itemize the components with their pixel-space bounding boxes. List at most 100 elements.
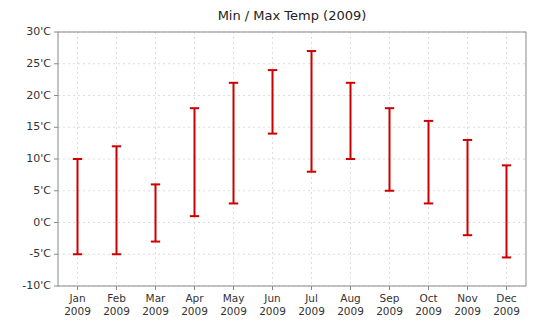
range-line [77, 159, 79, 254]
x-grid-line [389, 32, 390, 286]
chart-container: -10'C-5'C0'C5'C10'C15'C20'C25'C30'CJan20… [0, 0, 540, 330]
x-tick-label-line: 2009 [454, 305, 481, 317]
x-tick-label-line: 2009 [493, 305, 520, 317]
x-tick-label-line: May [223, 292, 245, 304]
grid [58, 32, 526, 286]
x-tick-label-line: 2009 [181, 305, 208, 317]
chart-svg: -10'C-5'C0'C5'C10'C15'C20'C25'C30'CJan20… [0, 0, 540, 330]
max-cap [190, 107, 199, 109]
min-cap [385, 190, 394, 192]
x-tick-label: Dec2009 [493, 292, 520, 317]
x-grid-line [506, 32, 507, 286]
x-tick-label: Aug2009 [337, 292, 364, 317]
x-tick-label-line: Feb [107, 292, 126, 304]
x-tick-label: Jan2009 [64, 292, 91, 317]
x-tick-label-line: 2009 [415, 305, 442, 317]
max-cap [112, 145, 121, 147]
min-cap [112, 253, 121, 255]
range-line [428, 121, 430, 204]
max-cap [151, 183, 160, 185]
x-tick-label-line: Jul [304, 292, 318, 304]
max-cap [73, 158, 82, 160]
x-tick-label-line: Jun [263, 292, 280, 304]
y-tick [54, 95, 58, 96]
range-line [389, 108, 391, 191]
x-tick-label: Apr2009 [181, 292, 208, 317]
x-tick-label-line: Apr [185, 292, 204, 304]
x-tick [194, 286, 195, 290]
x-tick-label: May2009 [220, 292, 247, 317]
x-tick-label-line: Oct [419, 292, 437, 304]
x-grid-line [428, 32, 429, 286]
x-tick [389, 286, 390, 290]
max-cap [229, 82, 238, 84]
max-cap [385, 107, 394, 109]
y-tick [54, 190, 58, 191]
x-tick-label-line: 2009 [142, 305, 169, 317]
x-tick-label: Sep2009 [376, 292, 403, 317]
max-cap [268, 69, 277, 71]
y-tick [54, 286, 58, 287]
max-cap [502, 164, 511, 166]
y-tick-label: -5'C [29, 247, 51, 260]
x-tick [233, 286, 234, 290]
min-cap [346, 158, 355, 160]
x-tick [467, 286, 468, 290]
min-cap [73, 253, 82, 255]
x-tick [350, 286, 351, 290]
y-grid-line [58, 63, 526, 64]
min-cap [151, 241, 160, 243]
y-tick-label: 10'C [26, 152, 51, 165]
x-tick-label-line: Nov [457, 292, 478, 304]
range-line [194, 108, 196, 216]
y-tick-label: 15'C [26, 120, 51, 133]
range-line [272, 70, 274, 134]
x-tick [311, 286, 312, 290]
y-grid-line [58, 95, 526, 96]
y-tick-label: 20'C [26, 89, 51, 102]
x-tick [116, 286, 117, 290]
y-tick [54, 127, 58, 128]
x-tick-label-line: Sep [380, 292, 400, 304]
range-line [506, 165, 508, 257]
x-tick-label-line: 2009 [376, 305, 403, 317]
x-tick-label-line: Aug [340, 292, 361, 304]
y-tick-label: -10'C [22, 279, 51, 292]
range-line [311, 51, 313, 172]
x-tick-label-line: 2009 [220, 305, 247, 317]
max-cap [307, 50, 316, 52]
x-tick-label-line: 2009 [298, 305, 325, 317]
plot-frame [58, 32, 526, 286]
range-line [350, 83, 352, 159]
x-tick-label-line: 2009 [337, 305, 364, 317]
range-line [233, 83, 235, 204]
x-tick [272, 286, 273, 290]
x-axis: Jan2009Feb2009Mar2009Apr2009May2009Jun20… [64, 286, 520, 317]
x-tick-label: Feb2009 [103, 292, 130, 317]
y-grid-line [58, 222, 526, 223]
x-tick-label-line: Jan [68, 292, 85, 304]
y-tick [54, 63, 58, 64]
min-cap [463, 234, 472, 236]
x-tick-label: Nov2009 [454, 292, 481, 317]
y-tick-label: 30'C [26, 25, 51, 38]
x-tick-label: Mar2009 [142, 292, 169, 317]
y-grid-line [58, 254, 526, 255]
max-cap [463, 139, 472, 141]
min-cap [190, 215, 199, 217]
y-tick [54, 222, 58, 223]
x-tick [155, 286, 156, 290]
x-tick-label: Jun2009 [259, 292, 286, 317]
min-cap [229, 202, 238, 204]
x-tick-label: Jul2009 [298, 292, 325, 317]
y-tick-label: 25'C [26, 57, 51, 70]
x-grid-line [233, 32, 234, 286]
x-tick-label-line: 2009 [64, 305, 91, 317]
y-grid-line [58, 190, 526, 191]
y-axis: -10'C-5'C0'C5'C10'C15'C20'C25'C30'C [22, 25, 58, 292]
range-line [467, 140, 469, 235]
min-cap [502, 256, 511, 258]
y-tick [54, 32, 58, 33]
y-tick [54, 254, 58, 255]
y-grid-line [58, 159, 526, 160]
